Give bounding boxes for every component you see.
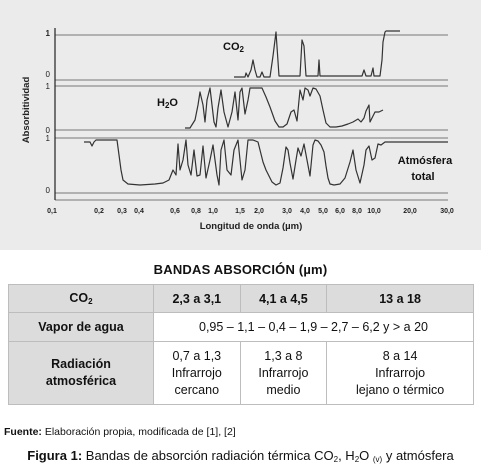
x-tick-label: 20,0 bbox=[403, 208, 417, 215]
vapor-bands-value: 0,95 – 1,1 – 0,4 – 1,9 – 2,7 – 6,2 y > a… bbox=[153, 312, 474, 342]
x-tick-label: 4,0 bbox=[300, 208, 310, 215]
y-axis-title: Absorbitividad bbox=[21, 77, 32, 144]
x-tick-label: 0,3 bbox=[117, 208, 127, 215]
x-tick-label: 2,0 bbox=[254, 208, 264, 215]
co2-panel-label: CO2 bbox=[223, 41, 245, 54]
vapor-row-label: Vapor de agua bbox=[8, 312, 154, 342]
x-tick-label: 10,0 bbox=[367, 208, 381, 215]
x-tick-label: 30,0 bbox=[440, 208, 454, 215]
table-row-co2: CO2 2,3 a 3,1 4,1 a 4,5 13 a 18 bbox=[8, 284, 474, 313]
x-tick-label: 0,2 bbox=[94, 208, 104, 215]
radiation-row-label: Radiación atmosférica bbox=[8, 341, 154, 405]
table-row-vapor: Vapor de agua 0,95 – 1,1 – 0,4 – 1,9 – 2… bbox=[8, 312, 474, 342]
x-tick-label: 1,5 bbox=[235, 208, 245, 215]
source-note: Fuente: Elaboración propia, modificada d… bbox=[4, 426, 236, 438]
x-tick-label: 1,0 bbox=[208, 208, 218, 215]
x-tick-label: 8,0 bbox=[352, 208, 362, 215]
radiation-cell-far: 8 a 14 Infrarrojo lejano o térmico bbox=[326, 341, 474, 405]
x-ticks: 0,1 0,2 0,3 0,4 0,6 0,8 1,0 1,5 2,0 3,0 4,0 5,0 6,0 8… bbox=[47, 208, 454, 215]
x-tick-label: 5,0 bbox=[318, 208, 328, 215]
x-tick-label: 0,6 bbox=[170, 208, 180, 215]
x-tick-label: 0,4 bbox=[134, 208, 144, 215]
x-tick-label: 6,0 bbox=[335, 208, 345, 215]
atm-panel-label-line1: Atmósfera bbox=[398, 155, 453, 167]
x-tick-label: 3,0 bbox=[282, 208, 292, 215]
co2-y-top-label: 1 bbox=[46, 29, 51, 38]
h2o-absorption-curve bbox=[185, 87, 384, 129]
co2-band-2: 4,1 a 4,5 bbox=[239, 284, 328, 313]
atm-panel-label-line2: total bbox=[411, 171, 434, 183]
absorption-figure: 1 0 1 0 1 0 Absorbitividad 0,1 0,2 0,3 0,4 0… bbox=[0, 0, 481, 250]
atm-y-top-label: 1 bbox=[46, 134, 51, 143]
co2-band-1: 2,3 a 3,1 bbox=[153, 284, 241, 313]
co2-y-bottom-label: 0 bbox=[46, 70, 51, 79]
absorption-chart: 1 0 1 0 1 0 Absorbitividad 0,1 0,2 0,3 0,4 0… bbox=[21, 28, 454, 232]
h2o-y-top-label: 1 bbox=[46, 82, 51, 91]
radiation-cell-mid: 1,3 a 8 Infrarrojo medio bbox=[239, 341, 328, 405]
x-tick-label: 0,8 bbox=[191, 208, 201, 215]
x-tick-label: 0,1 bbox=[47, 208, 57, 215]
co2-band-3: 13 a 18 bbox=[326, 284, 474, 313]
figure-caption: Figura 1: Bandas de absorción radiación … bbox=[27, 448, 454, 464]
atm-absorption-curve bbox=[84, 139, 448, 186]
radiation-cell-near: 0,7 a 1,3 Infrarrojo cercano bbox=[153, 341, 241, 405]
h2o-panel-label: H2O bbox=[157, 97, 178, 110]
table-row-radiation: Radiación atmosférica 0,7 a 1,3 Infrarrojo… bbox=[8, 341, 474, 405]
h2o-y-bottom-label: 0 bbox=[46, 126, 51, 135]
bands-table-title: BANDAS ABSORCIÓN (µm) bbox=[153, 262, 328, 277]
atm-y-bottom-label: 0 bbox=[46, 186, 51, 195]
co2-absorption-curve bbox=[234, 30, 400, 78]
co2-row-label: CO2 bbox=[8, 284, 154, 313]
absorption-bands-table: CO2 2,3 a 3,1 4,1 a 4,5 13 a 18 Vapor de… bbox=[8, 284, 474, 405]
x-axis-title: Longitud de onda (µm) bbox=[200, 221, 303, 232]
